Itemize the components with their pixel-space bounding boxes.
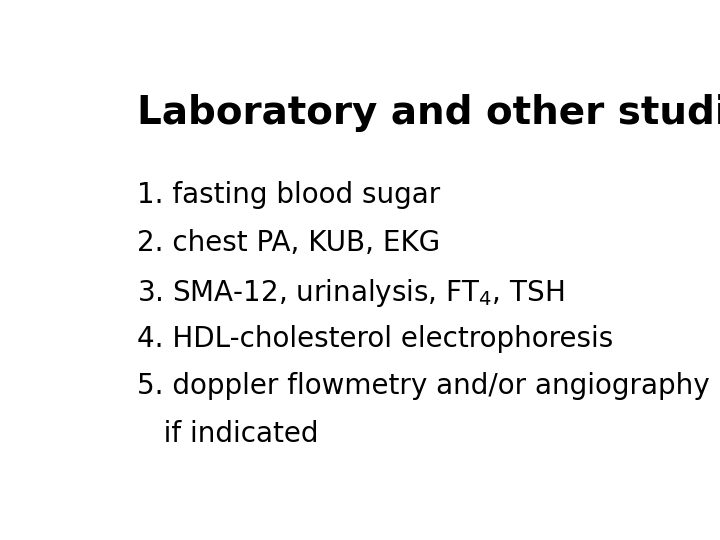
Text: 4. HDL-cholesterol electrophoresis: 4. HDL-cholesterol electrophoresis (138, 325, 613, 353)
Text: 1. fasting blood sugar: 1. fasting blood sugar (138, 181, 441, 209)
Text: if indicated: if indicated (138, 420, 319, 448)
Text: 2. chest PA, KUB, EKG: 2. chest PA, KUB, EKG (138, 229, 441, 257)
Text: Laboratory and other studies: Laboratory and other studies (138, 94, 720, 132)
Text: 3. SMA-12, urinalysis, FT$_{4}$, TSH: 3. SMA-12, urinalysis, FT$_{4}$, TSH (138, 277, 564, 309)
Text: 5. doppler flowmetry and/or angiography: 5. doppler flowmetry and/or angiography (138, 373, 710, 401)
